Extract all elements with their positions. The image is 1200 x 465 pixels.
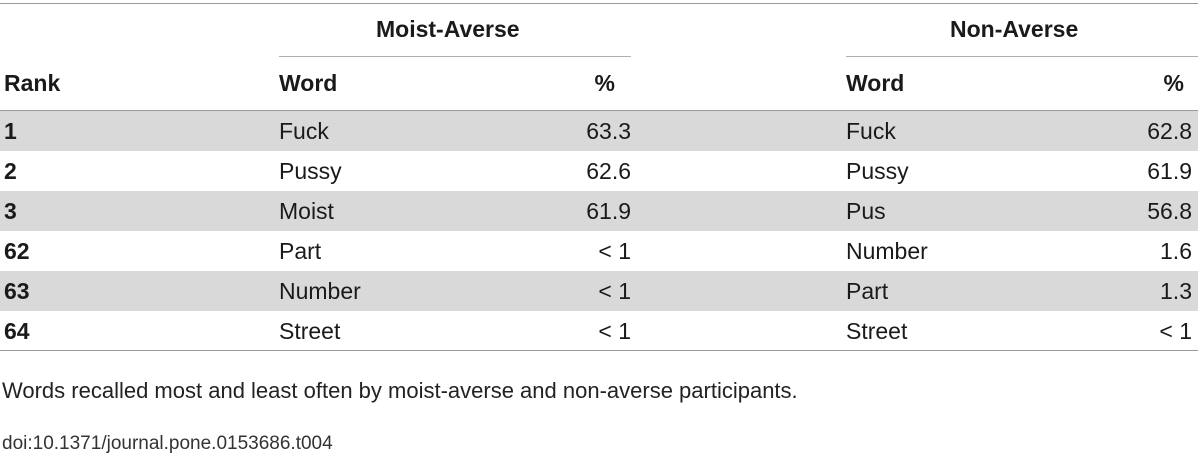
column-header-word-moist: Word [279, 70, 338, 96]
doi-text: doi:10.1371/journal.pone.0153686.t004 [2, 433, 333, 454]
table-caption: Words recalled most and least often by m… [2, 378, 798, 403]
rank-cell: 1 [4, 118, 17, 144]
rank-cell: 62 [4, 238, 30, 264]
non-percent-cell: 62.8 [1147, 118, 1192, 144]
non-word-cell: Street [846, 318, 908, 344]
non-percent-cell: < 1 [1159, 318, 1192, 344]
moist-percent-cell: 63.3 [586, 118, 631, 144]
moist-percent-cell: < 1 [598, 238, 631, 264]
rank-cell: 64 [4, 318, 30, 344]
non-word-cell: Pussy [846, 158, 909, 184]
non-word-cell: Number [846, 238, 928, 264]
non-percent-cell: 56.8 [1147, 198, 1192, 224]
non-word-cell: Part [846, 278, 889, 304]
table-row: 2 Pussy 62.6 Pussy 61.9 [0, 151, 1198, 191]
column-header-rank: Rank [4, 70, 61, 96]
table-row: 3 Moist 61.9 Pus 56.8 [0, 191, 1198, 231]
moist-word-cell: Pussy [279, 158, 342, 184]
moist-percent-cell: < 1 [598, 318, 631, 344]
moist-word-cell: Moist [279, 198, 334, 224]
moist-percent-cell: 62.6 [586, 158, 631, 184]
table-row: 1 Fuck 63.3 Fuck 62.8 [0, 111, 1198, 151]
group-header-non-averse: Non-Averse [950, 16, 1079, 42]
rank-cell: 3 [4, 198, 17, 224]
table-top-rule [0, 3, 1198, 4]
moist-percent-cell: < 1 [598, 278, 631, 304]
group-header-moist-averse: Moist-Averse [376, 16, 520, 42]
table-bottom-rule [0, 350, 1198, 351]
non-percent-cell: 1.6 [1160, 238, 1192, 264]
group-rule-moist-averse [279, 56, 631, 57]
column-header-percent-moist: % [594, 70, 615, 96]
column-header-word-non: Word [846, 70, 905, 96]
moist-word-cell: Number [279, 278, 361, 304]
moist-word-cell: Part [279, 238, 322, 264]
non-word-cell: Pus [846, 198, 886, 224]
rank-cell: 63 [4, 278, 30, 304]
column-header-percent-non: % [1163, 70, 1184, 96]
group-rule-non-averse [846, 56, 1198, 57]
header-rule [0, 110, 1198, 111]
non-percent-cell: 61.9 [1147, 158, 1192, 184]
non-percent-cell: 1.3 [1160, 278, 1192, 304]
moist-word-cell: Fuck [279, 118, 329, 144]
moist-percent-cell: 61.9 [586, 198, 631, 224]
table-row: 64 Street < 1 Street < 1 [0, 311, 1198, 351]
rank-cell: 2 [4, 158, 17, 184]
moist-word-cell: Street [279, 318, 341, 344]
table-row: 63 Number < 1 Part 1.3 [0, 271, 1198, 311]
non-word-cell: Fuck [846, 118, 896, 144]
table-row: 62 Part < 1 Number 1.6 [0, 231, 1198, 271]
